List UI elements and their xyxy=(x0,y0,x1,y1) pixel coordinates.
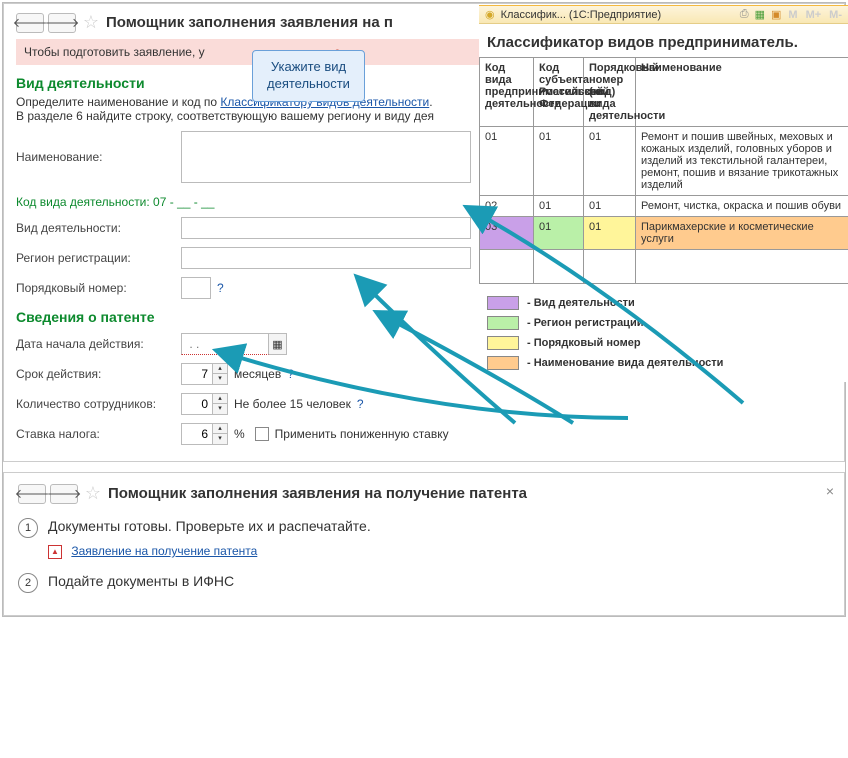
legend: - Вид деятельности - Регион регистрации … xyxy=(479,284,848,382)
start-date-input[interactable] xyxy=(181,333,269,355)
label-region: Регион регистрации: xyxy=(16,251,181,265)
page-title: Помощник заполнения заявления на п xyxy=(106,14,393,31)
step-1-badge: 1 xyxy=(18,518,38,538)
pdf-icon: ▲ xyxy=(48,545,62,559)
step-2-badge: 2 xyxy=(18,573,38,593)
classifier-titlebar[interactable]: ◉ Классифик... (1С:Предприятие) ⎙ ▦ ▣ M … xyxy=(479,6,848,24)
print-icon[interactable]: ⎙ xyxy=(740,8,749,21)
forward-button-2[interactable]: 🡒 xyxy=(50,484,78,504)
m-plus-icon[interactable]: M+ xyxy=(805,9,823,21)
app-icon: ◉ xyxy=(485,8,495,21)
forward-button[interactable]: 🡒 xyxy=(48,13,76,33)
close-button[interactable]: × xyxy=(826,483,834,499)
term-input[interactable] xyxy=(181,363,213,385)
tooltip-activity: Укажите виддеятельности xyxy=(252,50,365,102)
rate-spinner[interactable]: ▴▾ xyxy=(213,423,228,445)
region-input[interactable] xyxy=(181,247,471,269)
step-2-text: Подайте документы в ИФНС xyxy=(48,573,234,589)
step-1-text: Документы готовы. Проверьте их и распеча… xyxy=(48,518,371,534)
m-icon[interactable]: M xyxy=(787,9,798,21)
patent-application-link[interactable]: Заявление на получение патента xyxy=(71,544,257,558)
label-employees: Количество сотрудников: xyxy=(16,397,181,411)
employees-help[interactable]: ? xyxy=(357,397,364,411)
grid-icon[interactable]: ▦ xyxy=(755,8,765,21)
classifier-window: ◉ Классифик... (1С:Предприятие) ⎙ ▦ ▣ M … xyxy=(479,5,848,382)
favorite-icon[interactable]: ☆ xyxy=(80,12,102,33)
calendar-icon[interactable]: ▦ xyxy=(269,333,287,355)
employees-spinner[interactable]: ▴▾ xyxy=(213,393,228,415)
table-header-row: Код вида предпринимательской деятельност… xyxy=(480,58,848,127)
order-input[interactable] xyxy=(181,277,211,299)
result-panel: 🡐 🡒 ☆ Помощник заполнения заявления на п… xyxy=(3,472,845,616)
label-order: Порядковый номер: xyxy=(16,281,181,295)
label-kind: Вид деятельности: xyxy=(16,221,181,235)
favorite-icon-2[interactable]: ☆ xyxy=(82,483,104,504)
term-help[interactable]: ? xyxy=(287,367,294,381)
page-title-2: Помощник заполнения заявления на получен… xyxy=(108,485,527,502)
name-input[interactable] xyxy=(181,131,471,183)
classifier-table: Код вида предпринимательской деятельност… xyxy=(479,57,848,284)
date-icon[interactable]: ▣ xyxy=(771,8,781,21)
employees-input[interactable] xyxy=(181,393,213,415)
rate-input[interactable] xyxy=(181,423,213,445)
label-name: Наименование: xyxy=(16,150,181,164)
table-row[interactable]: 030101Парикмахерские и косметические усл… xyxy=(480,217,848,250)
table-row[interactable]: 010101Ремонт и пошив швейных, меховых и … xyxy=(480,127,848,196)
back-button[interactable]: 🡐 xyxy=(16,13,44,33)
classifier-heading: Классификатор видов предприниматель. xyxy=(479,24,848,57)
kind-input[interactable] xyxy=(181,217,471,239)
label-start-date: Дата начала действия: xyxy=(16,337,181,351)
toolbar-2: 🡐 🡒 ☆ Помощник заполнения заявления на п… xyxy=(18,483,830,504)
m-minus-icon[interactable]: M- xyxy=(828,9,843,21)
table-row[interactable]: 020101Ремонт, чистка, окраска и пошив об… xyxy=(480,196,848,217)
reduced-rate-checkbox[interactable] xyxy=(255,427,269,441)
back-button-2[interactable]: 🡐 xyxy=(18,484,46,504)
term-spinner[interactable]: ▴▾ xyxy=(213,363,228,385)
order-help[interactable]: ? xyxy=(217,281,224,295)
label-term: Срок действия: xyxy=(16,367,181,381)
label-rate: Ставка налога: xyxy=(16,427,181,441)
